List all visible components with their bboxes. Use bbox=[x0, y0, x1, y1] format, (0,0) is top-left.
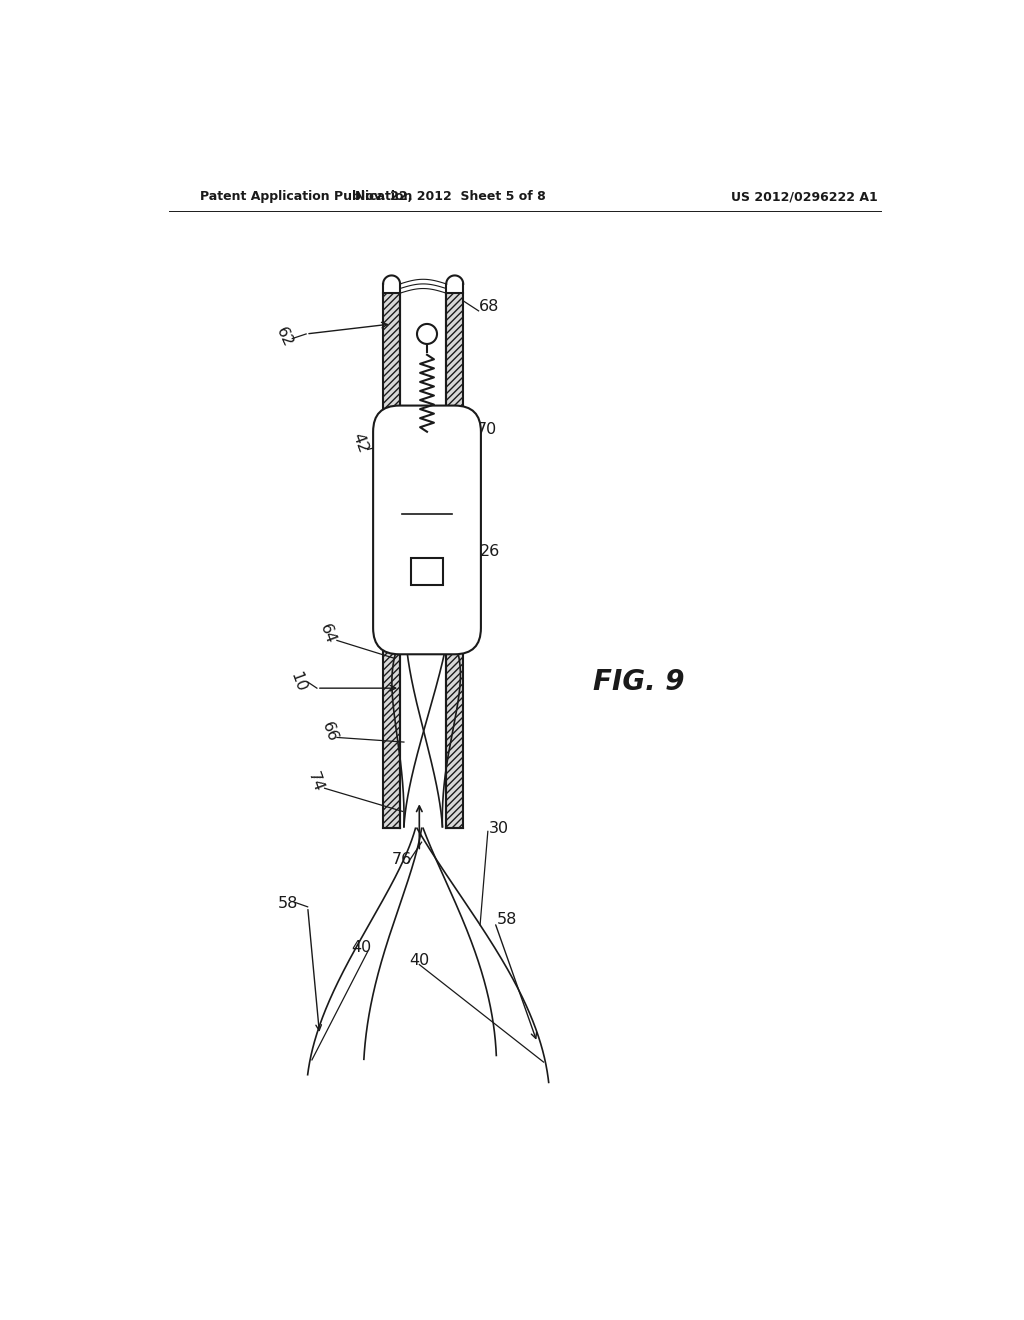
Text: Nov. 22, 2012  Sheet 5 of 8: Nov. 22, 2012 Sheet 5 of 8 bbox=[354, 190, 546, 203]
Text: 70: 70 bbox=[477, 422, 498, 437]
Text: 58: 58 bbox=[497, 912, 517, 927]
Text: 40: 40 bbox=[351, 940, 372, 956]
Text: 68: 68 bbox=[478, 298, 499, 314]
Text: Patent Application Publication: Patent Application Publication bbox=[200, 190, 413, 203]
Text: 40: 40 bbox=[410, 953, 429, 969]
Polygon shape bbox=[446, 293, 463, 829]
Text: 58: 58 bbox=[279, 896, 299, 911]
Text: 30: 30 bbox=[488, 821, 509, 836]
Text: 62: 62 bbox=[273, 325, 296, 350]
Text: FIG. 9: FIG. 9 bbox=[593, 668, 684, 696]
Bar bbox=[411, 557, 443, 585]
FancyBboxPatch shape bbox=[373, 405, 481, 655]
Text: US 2012/0296222 A1: US 2012/0296222 A1 bbox=[731, 190, 878, 203]
Text: 66: 66 bbox=[318, 719, 340, 744]
Text: 42: 42 bbox=[349, 432, 371, 455]
Circle shape bbox=[417, 323, 437, 345]
Text: 64: 64 bbox=[317, 622, 338, 647]
Text: 74: 74 bbox=[305, 770, 326, 795]
Polygon shape bbox=[383, 293, 400, 829]
Text: 76: 76 bbox=[391, 851, 412, 867]
Text: 26: 26 bbox=[480, 544, 501, 558]
Text: 10: 10 bbox=[288, 669, 309, 694]
